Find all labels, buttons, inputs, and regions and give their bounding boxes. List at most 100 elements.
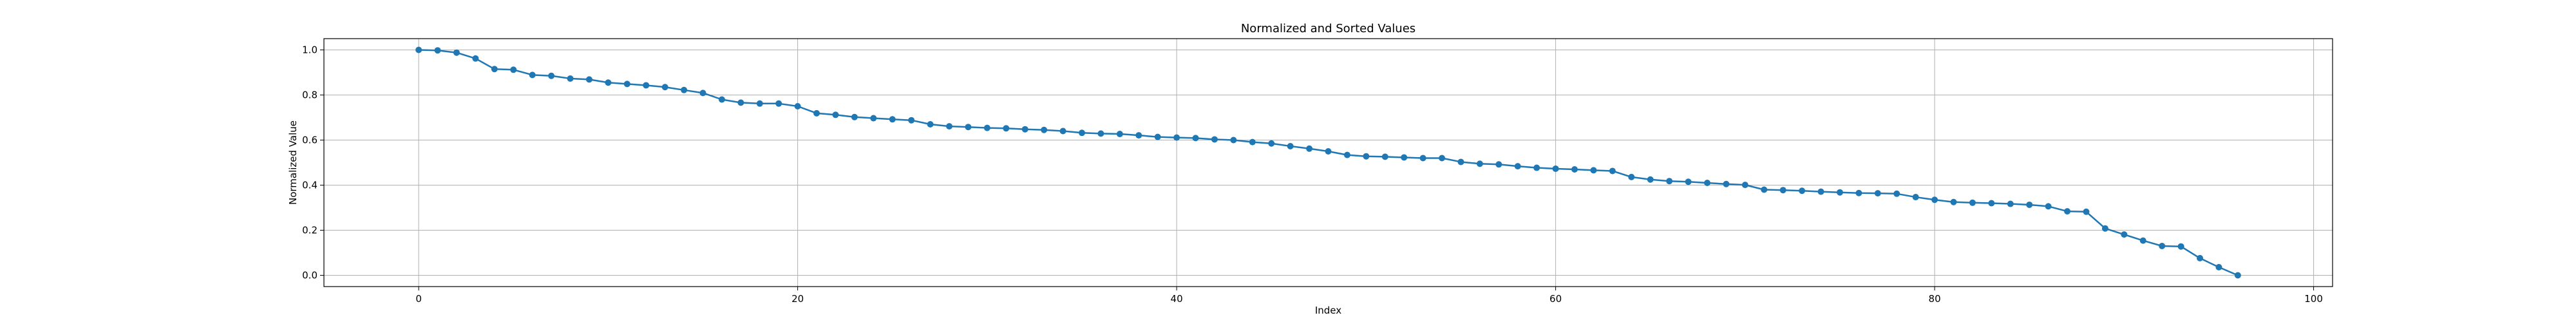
data-point <box>2083 208 2090 215</box>
data-point <box>1173 134 1180 141</box>
data-point <box>1533 164 1540 171</box>
data-point <box>1230 137 1237 144</box>
data-point <box>1135 132 1142 139</box>
data-point <box>756 100 763 107</box>
data-point <box>1021 126 1028 133</box>
data-point <box>1041 126 1048 133</box>
data-point <box>832 111 839 118</box>
chart-title: Normalized and Sorted Values <box>1241 22 1416 35</box>
data-point <box>1931 196 1938 204</box>
data-point <box>2215 263 2222 270</box>
data-point <box>1855 189 1862 196</box>
data-point <box>1059 128 1066 135</box>
data-point <box>1249 138 1256 146</box>
data-point <box>1912 194 1919 201</box>
y-tick-label: 0.8 <box>302 90 317 101</box>
data-point <box>1666 178 1673 185</box>
data-point <box>472 55 479 62</box>
data-point <box>1192 135 1199 142</box>
data-point <box>1590 167 1597 174</box>
data-point <box>453 49 460 56</box>
x-tick-label: 100 <box>2304 293 2323 305</box>
data-point <box>870 115 877 122</box>
data-point <box>567 75 574 82</box>
series-layer <box>415 46 2241 279</box>
data-point <box>1306 145 1313 152</box>
data-point <box>1893 190 1900 197</box>
data-point <box>1097 130 1104 137</box>
data-point <box>1685 178 1692 185</box>
data-point <box>548 72 555 79</box>
x-axis-title: Index <box>1315 305 1341 316</box>
data-point <box>908 117 915 124</box>
data-point <box>1078 129 1085 137</box>
data-point <box>2007 200 2014 207</box>
y-axis-ticks: 0.0 0.2 0.4 0.6 0.8 1.0 <box>302 44 324 281</box>
data-point <box>681 86 688 93</box>
data-point <box>1476 160 1483 167</box>
data-point <box>2026 201 2033 208</box>
data-point <box>2177 243 2184 250</box>
data-point <box>1287 142 1294 149</box>
data-point <box>983 124 990 131</box>
data-point <box>2101 225 2108 232</box>
data-point <box>2159 243 2166 249</box>
data-point <box>510 66 517 73</box>
data-point <box>643 82 650 89</box>
data-point <box>623 80 630 88</box>
data-point <box>965 124 972 131</box>
x-tick-label: 80 <box>1929 293 1941 305</box>
data-point <box>1552 165 1559 172</box>
data-point <box>1988 200 1995 207</box>
data-point <box>1514 163 1521 170</box>
data-point <box>605 79 612 86</box>
data-point <box>1268 140 1275 147</box>
data-point <box>1723 180 1730 187</box>
data-point <box>1154 133 1161 140</box>
data-point <box>2197 254 2204 261</box>
data-point <box>813 109 820 117</box>
data-point <box>1969 199 1976 206</box>
data-point <box>1874 190 1881 197</box>
data-point <box>1836 189 1843 196</box>
data-point <box>794 103 801 109</box>
data-point <box>1741 182 1748 189</box>
data-point <box>1419 155 1426 162</box>
data-point <box>434 47 441 54</box>
data-point <box>491 66 498 73</box>
x-tick-label: 40 <box>1171 293 1183 305</box>
data-point <box>1779 187 1786 194</box>
data-point <box>661 84 668 91</box>
data-point <box>889 116 896 123</box>
y-tick-label: 1.0 <box>302 44 317 56</box>
data-point <box>2234 272 2241 279</box>
y-tick-label: 0.0 <box>302 270 317 281</box>
data-point <box>1363 153 1370 160</box>
data-point <box>946 123 953 130</box>
y-tick-label: 0.2 <box>302 225 317 236</box>
data-point <box>1003 125 1010 132</box>
x-tick-label: 20 <box>791 293 804 305</box>
plot-area-frame <box>323 38 2333 287</box>
data-point <box>1439 155 1446 162</box>
data-point <box>851 113 858 120</box>
data-point <box>718 96 725 103</box>
data-point <box>1343 151 1350 158</box>
data-point <box>1325 148 1332 155</box>
y-tick-label: 0.6 <box>302 135 317 146</box>
x-axis-ticks: 0 20 40 60 80 100 <box>415 287 2323 305</box>
y-axis-title: Normalized Value <box>287 120 299 205</box>
data-point <box>1457 158 1464 166</box>
data-point <box>737 99 744 106</box>
data-point <box>699 90 706 97</box>
data-point <box>529 71 536 79</box>
data-point <box>585 76 592 83</box>
x-tick-label: 60 <box>1549 293 1562 305</box>
data-point <box>1495 161 1502 168</box>
x-tick-label: 0 <box>415 293 422 305</box>
data-point <box>415 46 422 53</box>
data-point <box>1401 154 1408 161</box>
y-tick-label: 0.4 <box>302 180 317 191</box>
